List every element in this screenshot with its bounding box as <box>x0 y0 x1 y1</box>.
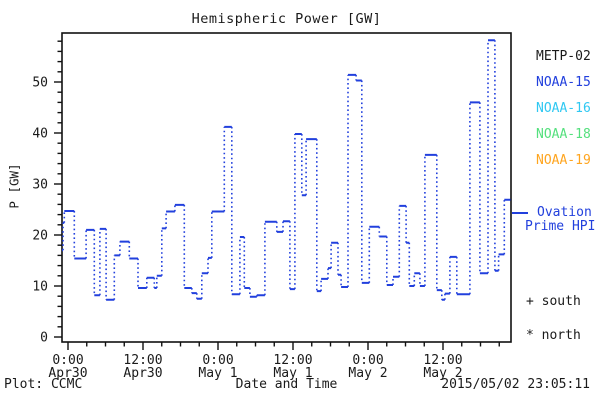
x-tick-date-label: Apr30 <box>48 366 87 381</box>
y-tick-label: 50 <box>32 76 48 91</box>
hpi-vertical-connectors <box>62 40 506 300</box>
legend-entry-metp02: METP-02 <box>536 49 591 64</box>
model-label-line2: Prime HPI <box>525 218 596 234</box>
legend-entry-noaa18: NOAA-18 <box>536 127 591 142</box>
north-label: north <box>541 328 581 343</box>
north-marker-legend: * north <box>526 328 581 343</box>
x-tick-time-label: 12:00 <box>273 353 312 368</box>
legend-entry-noaa19: NOAA-19 <box>536 153 591 168</box>
model-line-sample-icon <box>512 211 528 214</box>
y-tick-label: 30 <box>32 178 48 193</box>
satellite-legend: METP-02 NOAA-15 NOAA-16 NOAA-18 NOAA-19 <box>536 44 591 174</box>
x-tick-time-label: 12:00 <box>123 353 162 368</box>
y-axis-title: P [GW] <box>6 163 22 209</box>
x-tick-time-label: 0:00 <box>352 353 383 368</box>
x-tick-date-label: May 1 <box>198 366 237 381</box>
y-tick-label: 20 <box>32 229 48 244</box>
model-label-line1: Ovation <box>537 205 592 220</box>
x-tick-date-label: May 2 <box>348 366 387 381</box>
x-tick-time-label: 12:00 <box>423 353 462 368</box>
plot-credit: Plot: CCMC <box>4 377 83 392</box>
y-tick-label: 40 <box>32 127 48 142</box>
x-tick-date-label: Apr30 <box>123 366 162 381</box>
y-axis-ticks <box>54 40 62 338</box>
x-axis-ticks <box>67 342 500 350</box>
plot-box <box>61 32 512 343</box>
legend-entry-noaa16: NOAA-16 <box>536 101 591 116</box>
chart-title: Hemispheric Power [GW] <box>191 11 382 27</box>
south-label: south <box>541 294 581 309</box>
hpi-step-line <box>62 39 511 301</box>
x-axis-title: Date and Time <box>235 377 338 392</box>
model-line-legend: Ovation Prime HPI <box>512 206 595 233</box>
x-tick-date-label: May 1 <box>273 366 312 381</box>
south-marker-legend: + south <box>526 294 581 309</box>
hpi-horizontal-segments <box>62 39 511 301</box>
y-tick-labels: 0 10 20 30 40 50 <box>32 76 48 346</box>
x-tick-time-label: 0:00 <box>52 353 83 368</box>
x-tick-date-label: May 2 <box>423 366 462 381</box>
y-tick-label: 10 <box>32 280 48 295</box>
y-tick-label: 0 <box>40 331 48 346</box>
legend-entry-noaa15: NOAA-15 <box>536 75 591 90</box>
plot-timestamp: 2015/05/02 23:05:11 <box>441 377 590 392</box>
asterisk-icon: * <box>526 328 534 343</box>
plus-icon: + <box>526 294 534 309</box>
x-tick-time-label: 0:00 <box>202 353 233 368</box>
